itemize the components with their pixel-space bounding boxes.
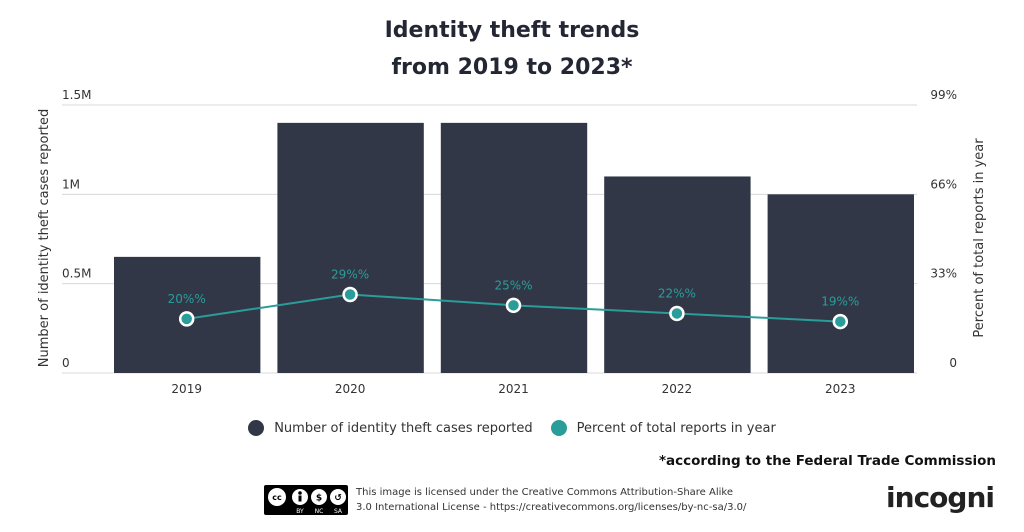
legend-label-percent: Percent of total reports in year bbox=[576, 420, 776, 436]
data-label: 25%% bbox=[494, 278, 532, 292]
x-tick-label: 2023 bbox=[825, 382, 856, 396]
svg-text:BY: BY bbox=[296, 508, 304, 515]
y-tick-right: 33% bbox=[930, 267, 957, 281]
line-point bbox=[505, 297, 522, 314]
line-point bbox=[342, 286, 358, 303]
line-point bbox=[178, 311, 195, 327]
legend-swatch-percent bbox=[550, 420, 567, 436]
license-block: cc $ ↺ BY NC SA This image is licensed u… bbox=[264, 485, 746, 515]
legend-swatch-cases bbox=[248, 420, 265, 436]
svg-text:cc: cc bbox=[272, 493, 282, 502]
data-label: 20%% bbox=[168, 292, 206, 306]
svg-text:$: $ bbox=[316, 494, 322, 504]
y-tick-left: 0 bbox=[62, 356, 70, 370]
bar bbox=[440, 122, 588, 373]
license-text-line2[interactable]: 3.0 International License - https://crea… bbox=[356, 502, 747, 513]
line-point bbox=[832, 313, 849, 330]
y-tick-left: 0.5M bbox=[62, 267, 91, 281]
x-tick-label: 2019 bbox=[171, 382, 202, 396]
chart-title-line2: from 2019 to 2023* bbox=[391, 55, 633, 80]
x-tick-label: 2022 bbox=[662, 382, 693, 396]
line-point bbox=[669, 305, 685, 322]
bar bbox=[277, 122, 424, 373]
y-tick-right: 0 bbox=[949, 356, 957, 370]
y-tick-left: 1M bbox=[62, 177, 80, 191]
svg-text:↺: ↺ bbox=[334, 494, 342, 504]
svg-text:NC: NC bbox=[315, 508, 324, 515]
legend-item-cases: Number of identity theft cases reported bbox=[248, 420, 533, 436]
y-tick-left: 1.5M bbox=[62, 88, 91, 102]
footnote: *according to the Federal Trade Commissi… bbox=[658, 453, 996, 469]
y-axis-label-right: Percent of total reports in year bbox=[972, 138, 987, 338]
chart-svg: Number of identity theft cases reported … bbox=[37, 88, 987, 396]
y-tick-right: 66% bbox=[930, 177, 957, 191]
license-text-line1: This image is licensed under the Creativ… bbox=[356, 487, 733, 498]
legend-item-percent: Percent of total reports in year bbox=[550, 420, 776, 436]
legend: Number of identity theft cases reported … bbox=[0, 420, 1024, 436]
chart-title-line1: Identity theft trends bbox=[384, 18, 640, 43]
legend-label-cases: Number of identity theft cases reported bbox=[274, 420, 533, 436]
bar bbox=[604, 176, 751, 373]
data-label: 29%% bbox=[331, 267, 369, 281]
svg-text:SA: SA bbox=[334, 508, 343, 515]
bar bbox=[767, 194, 914, 373]
data-label: 19%% bbox=[821, 295, 859, 309]
x-tick-label: 2021 bbox=[498, 382, 529, 396]
cc-license-badge-icon[interactable]: cc $ ↺ BY NC SA bbox=[264, 485, 348, 515]
y-tick-right: 99% bbox=[930, 88, 957, 102]
x-tick-label: 2020 bbox=[335, 382, 366, 396]
data-label: 22%% bbox=[658, 286, 696, 300]
y-axis-label-left: Number of identity theft cases reported bbox=[37, 109, 52, 367]
incogni-logo: incogni bbox=[886, 481, 995, 514]
